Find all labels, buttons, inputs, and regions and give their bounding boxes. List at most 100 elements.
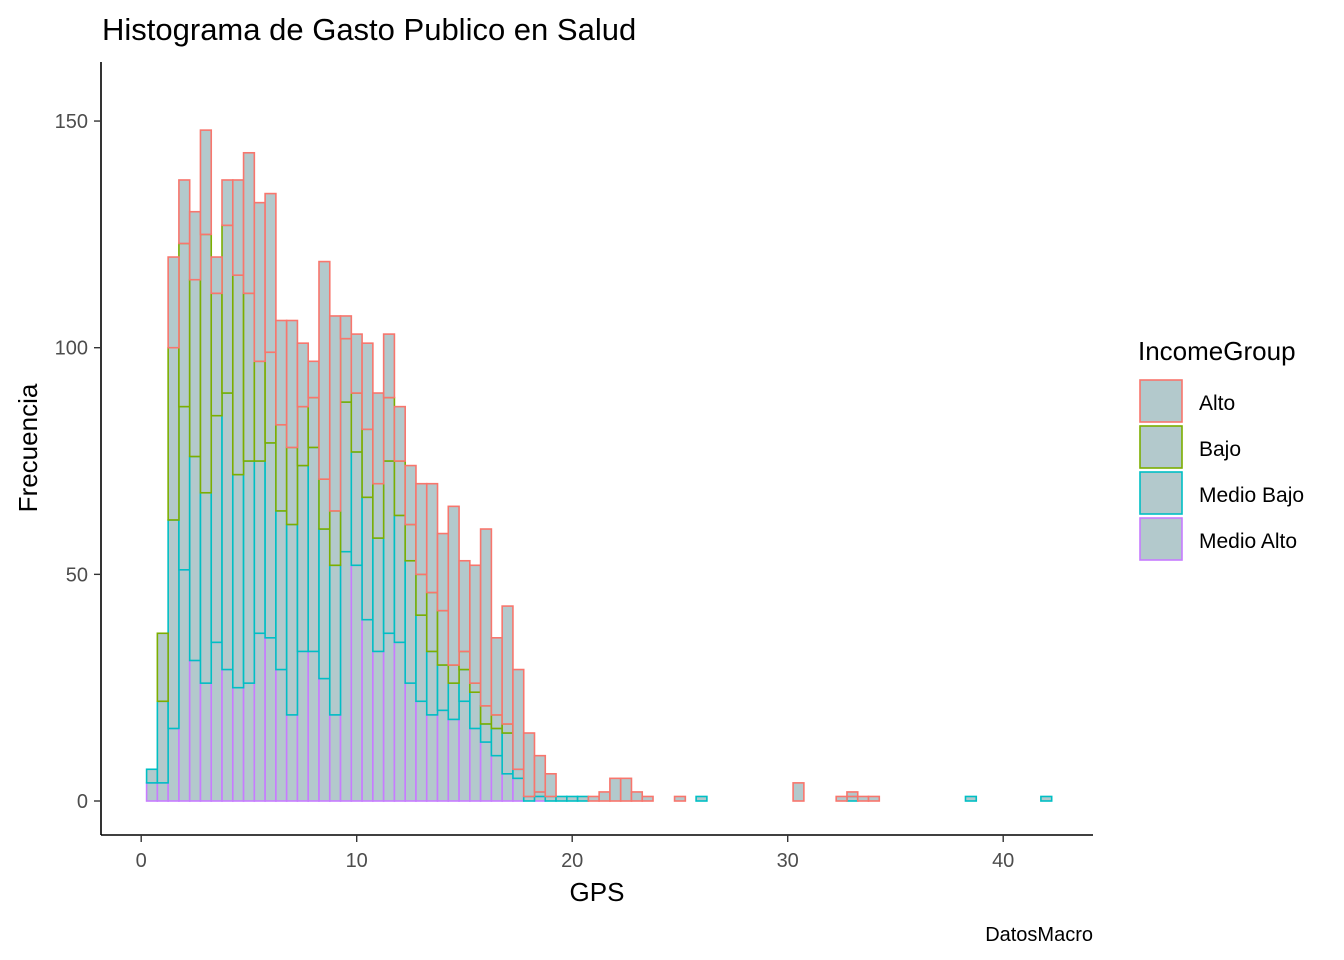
bar-bajo	[167, 346, 180, 521]
bar-medio-alto	[469, 727, 482, 802]
bar-bajo	[221, 224, 234, 394]
bar-bajo	[210, 292, 223, 417]
bar-bajo	[393, 460, 406, 517]
bar-alto	[404, 464, 417, 526]
bar-medio-bajo	[512, 768, 525, 780]
bar-bajo	[253, 360, 266, 462]
bar-medio-bajo	[328, 564, 342, 716]
bar-medio-alto	[285, 714, 299, 802]
bar-alto	[512, 668, 525, 771]
bar-bajo	[296, 405, 310, 467]
bar-medio-alto	[425, 714, 439, 802]
bar-medio-bajo	[372, 537, 385, 653]
bar-medio-alto	[231, 686, 245, 802]
bar-bajo	[242, 292, 256, 462]
bar-medio-bajo	[555, 795, 568, 802]
bar-alto	[587, 795, 600, 802]
bar-medio-bajo	[156, 700, 169, 784]
bar-medio-alto	[264, 637, 277, 802]
bar-bajo	[501, 723, 514, 734]
bars-layer	[145, 129, 1053, 802]
bar-medio-alto	[328, 714, 342, 802]
x-tick-label: 10	[346, 850, 368, 872]
bar-alto	[447, 505, 460, 666]
bar-alto	[641, 795, 654, 802]
bar-medio-alto	[307, 650, 320, 802]
bar-alto	[285, 319, 299, 449]
bar-alto	[231, 179, 245, 276]
bar-medio-bajo	[695, 795, 708, 802]
bar-medio-bajo	[382, 460, 396, 635]
bar-medio-bajo	[361, 496, 374, 621]
bar-alto	[846, 791, 859, 798]
bar-alto	[544, 772, 557, 798]
bar-medio-bajo	[964, 795, 978, 802]
bar-alto	[856, 795, 870, 802]
bar-medio-alto	[296, 650, 310, 802]
bar-medio-alto	[404, 682, 417, 802]
bar-bajo	[275, 423, 288, 512]
bar-bajo	[490, 714, 503, 730]
bar-medio-bajo	[253, 460, 266, 635]
bar-bajo	[404, 523, 417, 562]
x-tick-label: 30	[777, 850, 799, 872]
bar-bajo	[372, 482, 385, 539]
x-tick-label: 40	[992, 850, 1014, 872]
bar-medio-bajo	[307, 446, 320, 653]
bar-bajo	[318, 478, 331, 530]
bar-bajo	[350, 392, 363, 453]
bar-medio-bajo	[447, 682, 460, 721]
bar-bajo	[415, 573, 428, 616]
bar-alto	[393, 405, 406, 462]
bar-medio-bajo	[469, 691, 482, 730]
y-axis-ticks: 0 50 100 150	[55, 111, 101, 813]
legend: Alto Bajo Medio Bajo Medio Alto	[1139, 379, 1304, 561]
bar-medio-bajo	[566, 795, 579, 802]
bar-medio-bajo	[264, 442, 277, 639]
bar-alto	[458, 559, 471, 653]
legend-label-alto: Alto	[1199, 392, 1235, 415]
bar-bajo	[382, 396, 396, 462]
bar-alto	[350, 333, 363, 394]
bar-medio-alto	[415, 700, 428, 802]
bar-bajo	[307, 396, 320, 449]
bar-alto	[490, 637, 503, 716]
bar-alto	[339, 315, 353, 340]
bar-medio-alto	[458, 700, 471, 802]
bar-bajo	[231, 274, 245, 476]
bar-alto	[382, 333, 396, 399]
bar-medio-alto	[512, 777, 525, 802]
bar-bajo	[361, 428, 374, 499]
bar-alto	[210, 256, 223, 295]
bar-alto	[372, 392, 385, 485]
bar-alto	[188, 210, 202, 281]
bar-alto	[425, 482, 439, 594]
bar-medio-alto	[436, 709, 450, 802]
legend-key-medio-bajo	[1139, 471, 1183, 515]
bar-medio-bajo	[425, 650, 439, 716]
bar-medio-alto	[447, 718, 460, 802]
bar-alto	[328, 315, 342, 512]
bar-alto	[296, 342, 310, 408]
bar-bajo	[469, 682, 482, 694]
bar-medio-bajo	[221, 392, 234, 671]
bar-alto	[533, 754, 547, 793]
bar-alto	[436, 532, 450, 612]
bar-medio-alto	[178, 569, 191, 802]
bar-medio-alto	[275, 668, 288, 802]
x-axis-title: GPS	[570, 877, 625, 907]
bar-medio-alto	[210, 641, 223, 802]
bar-bajo	[447, 664, 460, 684]
bar-medio-bajo	[415, 614, 428, 703]
bar-medio-alto	[156, 782, 169, 802]
bar-medio-bajo	[210, 414, 223, 644]
bar-medio-alto	[361, 618, 374, 802]
legend-title: IncomeGroup	[1138, 336, 1296, 366]
bar-medio-alto	[188, 659, 202, 802]
bar-alto	[867, 795, 881, 802]
bar-medio-bajo	[490, 727, 503, 757]
bar-alto	[673, 795, 687, 802]
legend-key-alto	[1139, 379, 1183, 423]
bar-bajo	[156, 632, 169, 703]
